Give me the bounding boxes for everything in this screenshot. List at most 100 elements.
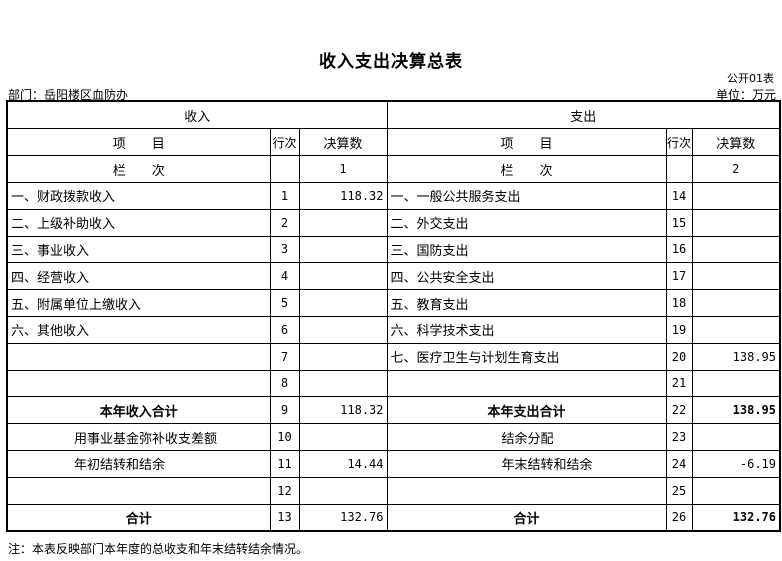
table-row: 五、附属单位上缴收入 5 五、教育支出 18 [6,289,781,317]
income-item: 四、经营收入 [6,262,271,291]
income-item: 五、附属单位上缴收入 [6,289,271,317]
income-item: 本年收入合计 [6,396,271,425]
table-row: 二、上级补助收入 2 二、外交支出 15 [6,208,781,237]
expense-line-no: 23 [665,423,693,451]
expense-item [386,476,667,505]
expense-item: 年末结转和结余 [386,449,667,478]
income-item: 三、事业收入 [6,235,271,264]
income-item [6,476,271,505]
footnote: 注：本表反映部门本年度的总收支和年末结转结余情况。 [8,542,309,556]
expense-amount [691,369,781,398]
expense-item: 一、一般公共服务支出 [386,182,667,210]
income-index-label: 栏 次 [6,155,271,183]
income-amount [298,235,388,264]
expense-header: 支出 [386,100,781,129]
expense-line-no: 15 [665,208,693,237]
table-row: 六、其他收入 6 六、科学技术支出 19 [6,315,781,344]
income-amount: 132.76 [298,503,388,532]
expense-amount [691,476,781,505]
income-amount: 118.32 [298,182,388,210]
expense-item: 七、医疗卫生与计划生育支出 [386,342,667,371]
expense-line-no: 22 [665,396,693,425]
expense-line-no: 25 [665,476,693,505]
income-amount [298,315,388,344]
income-line-header: 行次 [269,128,300,156]
table-row: 合计 13 132.76 合计 26 132.76 [6,503,781,532]
expense-item: 三、国防支出 [386,235,667,264]
empty-cell [665,155,693,183]
expense-amount [691,289,781,317]
income-item: 六、其他收入 [6,315,271,344]
expense-item: 六、科学技术支出 [386,315,667,344]
income-amount [298,262,388,291]
expense-item: 四、公共安全支出 [386,262,667,291]
income-amount [298,342,388,371]
income-amount-header: 决算数 [298,128,388,156]
expense-line-no: 14 [665,182,693,210]
income-amount [298,289,388,317]
expense-line-header: 行次 [665,128,693,156]
expense-amount-header: 决算数 [691,128,781,156]
expense-item: 五、教育支出 [386,289,667,317]
expense-line-no: 24 [665,449,693,478]
expense-amount: 132.76 [691,503,781,532]
income-amount [298,369,388,398]
income-line-no: 6 [269,315,300,344]
expense-amount [691,208,781,237]
table-row: 8 21 [6,369,781,398]
expense-index-label: 栏 次 [386,155,667,183]
table-row: 四、经营收入 4 四、公共安全支出 17 [6,262,781,291]
expense-line-no: 17 [665,262,693,291]
table-row: 用事业基金弥补收支差额 10 结余分配 23 [6,423,781,451]
income-line-no: 7 [269,342,300,371]
income-amount: 118.32 [298,396,388,425]
income-item: 二、上级补助收入 [6,208,271,237]
income-line-no: 5 [269,289,300,317]
income-col-index: 1 [298,155,388,183]
table-row: 12 25 [6,476,781,505]
expense-item: 结余分配 [386,423,667,451]
expense-col-index: 2 [691,155,781,183]
income-line-no: 10 [269,423,300,451]
expense-item: 本年支出合计 [386,396,667,425]
income-amount: 14.44 [298,449,388,478]
income-item [6,342,271,371]
expense-line-no: 26 [665,503,693,532]
income-line-no: 2 [269,208,300,237]
expense-line-no: 21 [665,369,693,398]
expense-line-no: 19 [665,315,693,344]
table-row: 本年收入合计 9 118.32 本年支出合计 22 138.95 [6,396,781,425]
table-row: 年初结转和结余 11 14.44 年末结转和结余 24 -6.19 [6,449,781,478]
income-line-no: 8 [269,369,300,398]
expense-amount [691,182,781,210]
income-item: 一、财政拨款收入 [6,182,271,210]
income-line-no: 9 [269,396,300,425]
expense-line-no: 16 [665,235,693,264]
expense-line-no: 18 [665,289,693,317]
income-item: 年初结转和结余 [6,449,271,478]
income-line-no: 11 [269,449,300,478]
form-code: 公开01表 [727,72,774,85]
income-line-no: 3 [269,235,300,264]
income-line-no: 13 [269,503,300,532]
income-item: 用事业基金弥补收支差额 [6,423,271,451]
expense-line-no: 20 [665,342,693,371]
income-amount [298,208,388,237]
income-header: 收入 [6,100,388,129]
empty-cell [269,155,300,183]
expense-amount [691,235,781,264]
expense-amount [691,262,781,291]
income-amount [298,476,388,505]
expense-item: 二、外交支出 [386,208,667,237]
income-line-no: 4 [269,262,300,291]
expense-amount: 138.95 [691,396,781,425]
table-row: 7 七、医疗卫生与计划生育支出 20 138.95 [6,342,781,371]
expense-amount: 138.95 [691,342,781,371]
expense-item-header: 项 目 [386,128,667,156]
expense-amount: -6.19 [691,449,781,478]
expense-item [386,369,667,398]
expense-item: 合计 [386,503,667,532]
income-line-no: 1 [269,182,300,210]
unit-label: 单位：万元 [715,88,776,102]
